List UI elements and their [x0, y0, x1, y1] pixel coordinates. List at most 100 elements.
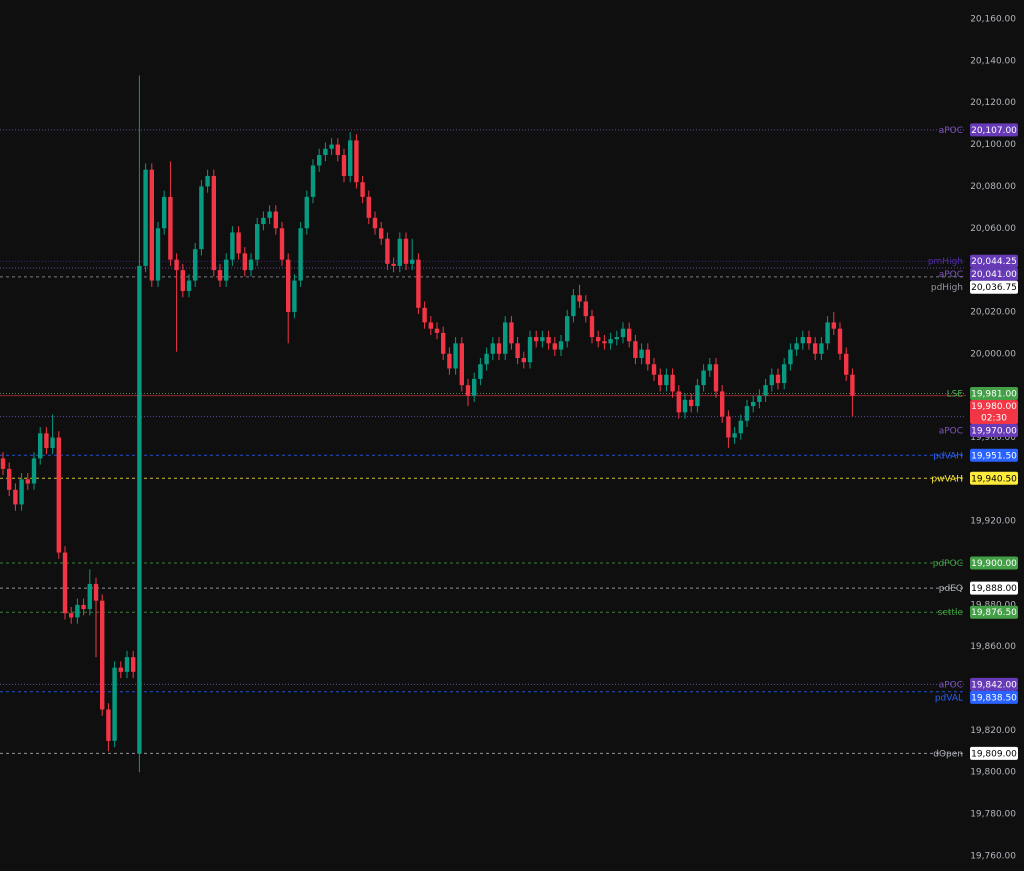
- price-badge-text: 20,036.75: [971, 283, 1017, 293]
- candle-body: [837, 328, 843, 354]
- candle-body: [769, 374, 774, 386]
- candle-body: [850, 374, 855, 396]
- candle-body: [627, 328, 632, 342]
- level-label: LSE: [947, 390, 964, 400]
- candle-body: [484, 353, 489, 365]
- candle-body: [329, 144, 334, 149]
- candle-body: [279, 228, 285, 260]
- candle-body: [348, 140, 353, 176]
- candle-body: [825, 322, 830, 344]
- y-tick-label: 20,140.00: [970, 56, 1016, 66]
- candle-body: [112, 667, 117, 741]
- candle-body: [124, 657, 130, 672]
- price-badge: [970, 581, 1018, 595]
- candle-body: [633, 341, 638, 358]
- level-label: pdEQ: [939, 584, 963, 594]
- candle-body: [465, 385, 471, 396]
- candle-body: [441, 332, 446, 354]
- candle-body: [682, 399, 688, 413]
- candle-body: [583, 301, 588, 317]
- candle-body: [670, 374, 675, 392]
- candle-body: [478, 364, 483, 379]
- candle-body: [521, 357, 526, 363]
- candle-body: [292, 280, 297, 312]
- candle-body: [732, 433, 737, 438]
- price-badge: [970, 690, 1018, 704]
- candle-body: [261, 217, 266, 225]
- candle-body: [372, 217, 378, 229]
- candle-body: [242, 253, 247, 271]
- candle-body: [503, 322, 508, 354]
- candle-body: [428, 322, 433, 329]
- last-price-badge: [970, 400, 1018, 425]
- candle-body: [217, 270, 223, 281]
- price-badge: [970, 448, 1018, 462]
- level-label: pdPOC: [933, 559, 963, 569]
- candle-body: [571, 295, 576, 317]
- y-tick-label: 20,060.00: [970, 224, 1016, 234]
- price-badge-text: 19,809.00: [971, 749, 1017, 759]
- candle-body: [490, 343, 495, 354]
- candle-body: [763, 385, 768, 396]
- level-label: pwVAH: [931, 474, 963, 484]
- price-badge: [970, 556, 1018, 570]
- candle-body: [831, 322, 836, 329]
- price-badge-text: 19,838.50: [971, 693, 1017, 703]
- candle-body: [391, 263, 396, 266]
- candle-body: [751, 401, 756, 407]
- candle-body: [664, 374, 669, 386]
- y-tick-label: 19,860.00: [970, 642, 1016, 652]
- candle-body: [341, 155, 347, 176]
- candle-body: [38, 433, 43, 459]
- candle-body: [410, 259, 415, 264]
- candle-body: [106, 709, 111, 741]
- candle-body: [230, 232, 235, 260]
- candle-body: [199, 186, 204, 250]
- candle-body: [19, 479, 24, 505]
- price-badge-text: 19,951.50: [971, 451, 1017, 461]
- candle-body: [44, 433, 49, 448]
- candle-body: [168, 196, 173, 260]
- candle-body: [100, 600, 105, 710]
- candle-body: [81, 604, 86, 610]
- candle-body: [713, 364, 719, 392]
- price-badge-text: 19,981.00: [971, 390, 1017, 400]
- candle-body: [720, 391, 725, 417]
- price-badge: [970, 424, 1018, 438]
- candle-body: [577, 295, 582, 302]
- candle-body: [397, 238, 402, 266]
- candle-body: [267, 211, 272, 218]
- price-badge: [970, 746, 1018, 760]
- price-badge: [970, 254, 1018, 268]
- candle-body: [596, 337, 601, 342]
- candle-body: [236, 232, 241, 254]
- price-badge: [970, 471, 1018, 485]
- price-badge-text: 19,940.50: [971, 474, 1017, 484]
- level-label: dOpen: [933, 749, 963, 759]
- y-tick-label: 20,020.00: [970, 307, 1016, 317]
- y-tick-label: 20,120.00: [970, 98, 1016, 108]
- candle-body: [782, 364, 787, 384]
- candle-body: [56, 437, 61, 553]
- candle-body: [602, 341, 607, 344]
- candle-body: [87, 583, 92, 610]
- candle-body: [174, 259, 179, 271]
- candle-body: [651, 364, 657, 375]
- candle-body: [385, 238, 390, 264]
- candle-body: [608, 339, 613, 344]
- candle-body: [813, 343, 818, 354]
- candle-body: [50, 437, 55, 448]
- candle-body: [310, 165, 316, 197]
- candle-body: [744, 406, 750, 421]
- candle-body: [546, 337, 551, 344]
- candle-body: [118, 667, 123, 672]
- candle-body: [614, 337, 619, 340]
- price-badge: [970, 267, 1018, 281]
- candle-body: [806, 337, 812, 344]
- candle-body: [534, 337, 539, 342]
- candle-body: [75, 604, 80, 618]
- candle-body: [645, 349, 650, 365]
- level-label: settle: [938, 608, 964, 618]
- candle-body: [459, 343, 464, 386]
- candle-body: [527, 337, 533, 363]
